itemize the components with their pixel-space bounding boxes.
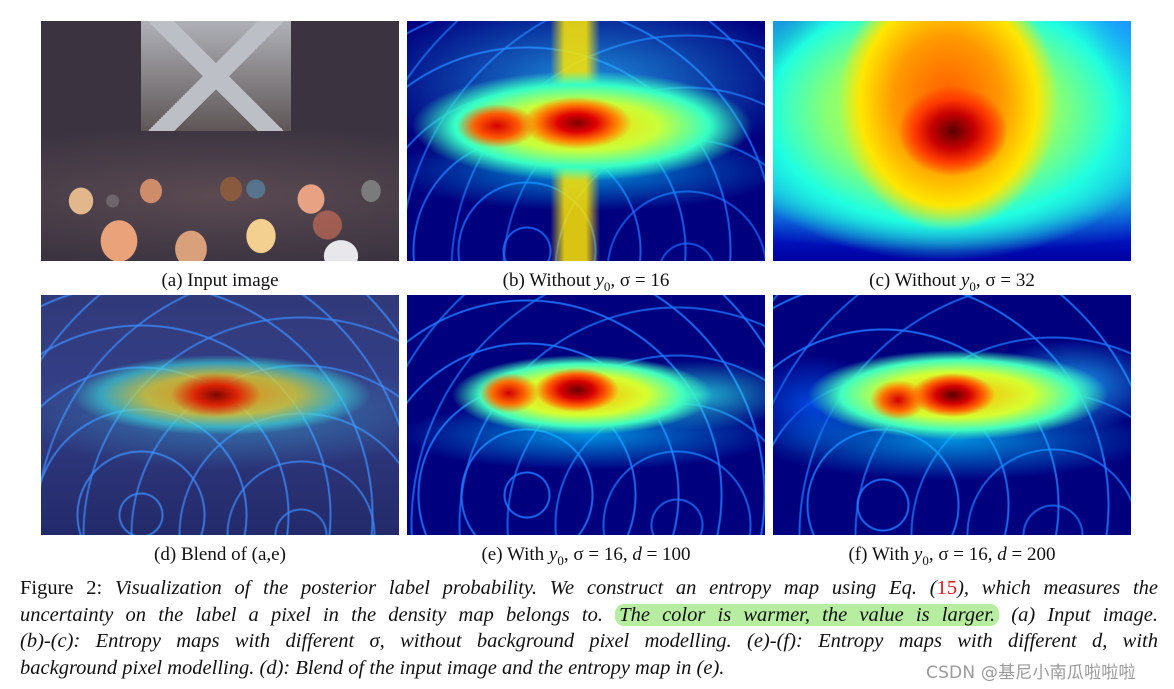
subcaption-a-text: Input image <box>187 270 279 291</box>
highlighted-text: The color is warmer, the value is larger… <box>615 603 1000 626</box>
subcaption-c-sub: 0 <box>969 278 976 294</box>
subcaption-d: (d) Blend of (a,e) <box>41 544 399 566</box>
caption-line-4: background pixel modelling. (d): Blend o… <box>20 655 1158 682</box>
caption-line-3: (b)-(c): Entropy maps with different σ, … <box>20 628 1158 655</box>
subcaption-a: (a) Input image <box>41 270 399 292</box>
subcaption-b-var: y <box>595 270 604 291</box>
subcaption-e-text: With <box>506 544 545 565</box>
figure-label: Figure 2: <box>20 577 103 599</box>
subcaption-b-text: Without <box>529 270 591 291</box>
caption-line-2: uncertainty on the label a pixel in the … <box>20 602 1158 629</box>
subcaption-c-prefix: (c) <box>869 270 891 291</box>
subcaption-a-prefix: (a) <box>161 270 183 291</box>
subcaption-f-var2: d <box>997 544 1007 565</box>
caption-text-1a: Visualization of the posterior label pro… <box>115 577 937 599</box>
caption-text-1b: ), which measures the <box>957 577 1159 599</box>
figure-caption: Figure 2: Visualization of the posterior… <box>20 575 1158 681</box>
entropy-map-d200-panel <box>773 295 1131 535</box>
subcaption-e-rest1: , σ = 16, <box>563 544 633 565</box>
caption-line-1: Figure 2: Visualization of the posterior… <box>20 575 1158 602</box>
subcaption-c: (c) Without y0, σ = 32 <box>773 270 1131 298</box>
entropy-map-sigma16-panel <box>407 21 765 261</box>
subcaption-f-prefix: (f) <box>848 544 868 565</box>
subcaption-f-var: y <box>913 544 923 565</box>
entropy-map-sigma32-panel <box>773 21 1131 261</box>
entropy-map-d100-panel <box>407 295 765 535</box>
subcaption-f-rest1: , σ = 16, <box>928 544 998 565</box>
caption-text-4: background pixel modelling. (d): Blend o… <box>20 656 725 679</box>
caption-text-2b: (a) Input image. <box>1011 603 1159 626</box>
subcaption-c-var: y <box>960 270 970 291</box>
caption-text-3: (b)-(c): Entropy maps with different σ, … <box>20 630 1158 652</box>
subcaption-b-sub: 0 <box>603 278 611 294</box>
subcaption-b: (b) Without y0, σ = 16 <box>407 270 765 298</box>
input-image-panel <box>41 21 399 261</box>
subcaption-e-var: y <box>548 544 558 565</box>
blend-panel <box>41 295 399 535</box>
subcaption-c-text: Without <box>894 270 957 291</box>
subcaption-e-sub: 0 <box>557 552 564 568</box>
subcaption-d-prefix: (d) <box>154 544 177 565</box>
subcaption-e-prefix: (e) <box>481 544 503 565</box>
subcaption-f: (f) With y0, σ = 16, d = 200 <box>773 544 1131 572</box>
subcaption-c-rest: , σ = 32 <box>975 270 1035 291</box>
equation-reference-link[interactable]: 15 <box>936 577 958 599</box>
subcaption-e-var2: d <box>632 544 642 565</box>
watermark: CSDN @基尼小南瓜啦啦啦 <box>926 663 1136 683</box>
caption-text-2a: uncertainty on the label a pixel in the … <box>20 603 603 626</box>
subcaption-e: (e) With y0, σ = 16, d = 100 <box>407 544 765 572</box>
subcaption-f-rest2: = 200 <box>1006 544 1056 565</box>
subcaption-f-text: With <box>871 544 910 565</box>
subcaption-f-sub: 0 <box>922 552 929 568</box>
subcaption-d-text: Blend of (a,e) <box>180 544 286 565</box>
subcaption-b-prefix: (b) <box>502 270 525 291</box>
subcaption-e-rest2: = 100 <box>641 544 691 565</box>
subcaption-b-rest: , σ = 16 <box>610 270 670 291</box>
